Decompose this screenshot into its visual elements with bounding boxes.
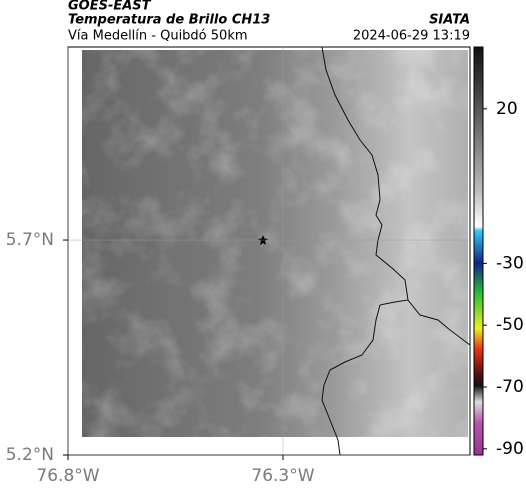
colorbar-label: -30 <box>496 253 524 273</box>
colorbar-label: -90 <box>496 439 524 459</box>
colorbar <box>473 46 484 456</box>
colorbar-label: 20 <box>496 99 518 119</box>
timestamp: 2024-06-29 13:19 <box>353 29 470 44</box>
title: GOES-EAST <box>68 0 152 14</box>
subtitle: Temperatura de Brillo CH13 <box>68 13 270 28</box>
satellite-image <box>82 50 468 437</box>
y-tick-label: 5.2°N <box>6 445 54 465</box>
x-tick-label: 76.8°W <box>36 466 99 486</box>
colorbar-label: -50 <box>496 315 524 335</box>
route: Vía Medellín - Quibdó 50km <box>68 29 248 44</box>
source: SIATA <box>429 13 470 28</box>
x-tick-label: 76.3°W <box>251 466 314 486</box>
borders <box>321 46 471 456</box>
y-tick-label: 5.7°N <box>6 230 54 250</box>
colorbar-label: -70 <box>496 377 524 397</box>
